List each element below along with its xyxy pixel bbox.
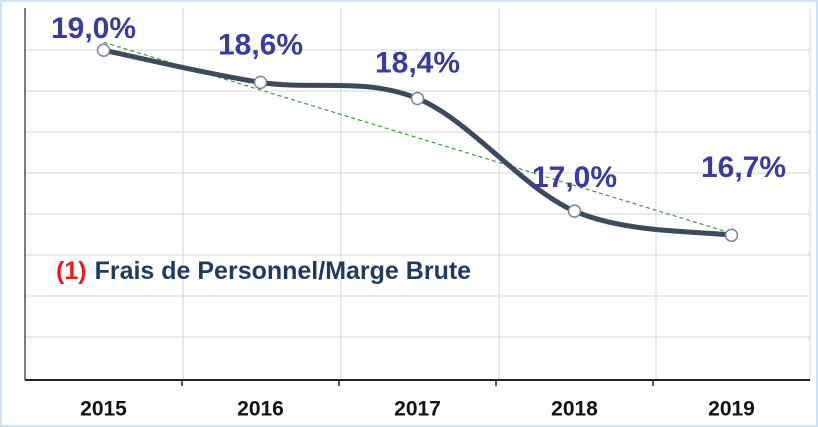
trendline bbox=[103, 41, 732, 234]
marker bbox=[253, 75, 268, 90]
marker bbox=[410, 91, 425, 106]
x-tick-label: 2015 bbox=[80, 398, 127, 421]
annotation-text: Frais de Personnel/Marge Brute bbox=[95, 257, 472, 285]
annotation-number: (1) bbox=[56, 257, 87, 285]
data-label: 19,0% bbox=[51, 12, 136, 45]
data-label: 18,6% bbox=[218, 28, 303, 61]
x-tick-label: 2019 bbox=[708, 398, 755, 421]
x-tick-label: 2018 bbox=[551, 398, 598, 421]
marker bbox=[567, 204, 582, 218]
data-label: 18,4% bbox=[375, 46, 460, 79]
data-label: 17,0% bbox=[532, 161, 617, 194]
marker bbox=[96, 43, 111, 57]
data-label: 16,7% bbox=[701, 151, 786, 184]
x-tick-label: 2016 bbox=[237, 398, 284, 421]
marker bbox=[724, 228, 739, 242]
annotation: (1) Frais de Personnel/Marge Brute bbox=[56, 257, 471, 285]
x-tick-label: 2017 bbox=[394, 398, 441, 421]
